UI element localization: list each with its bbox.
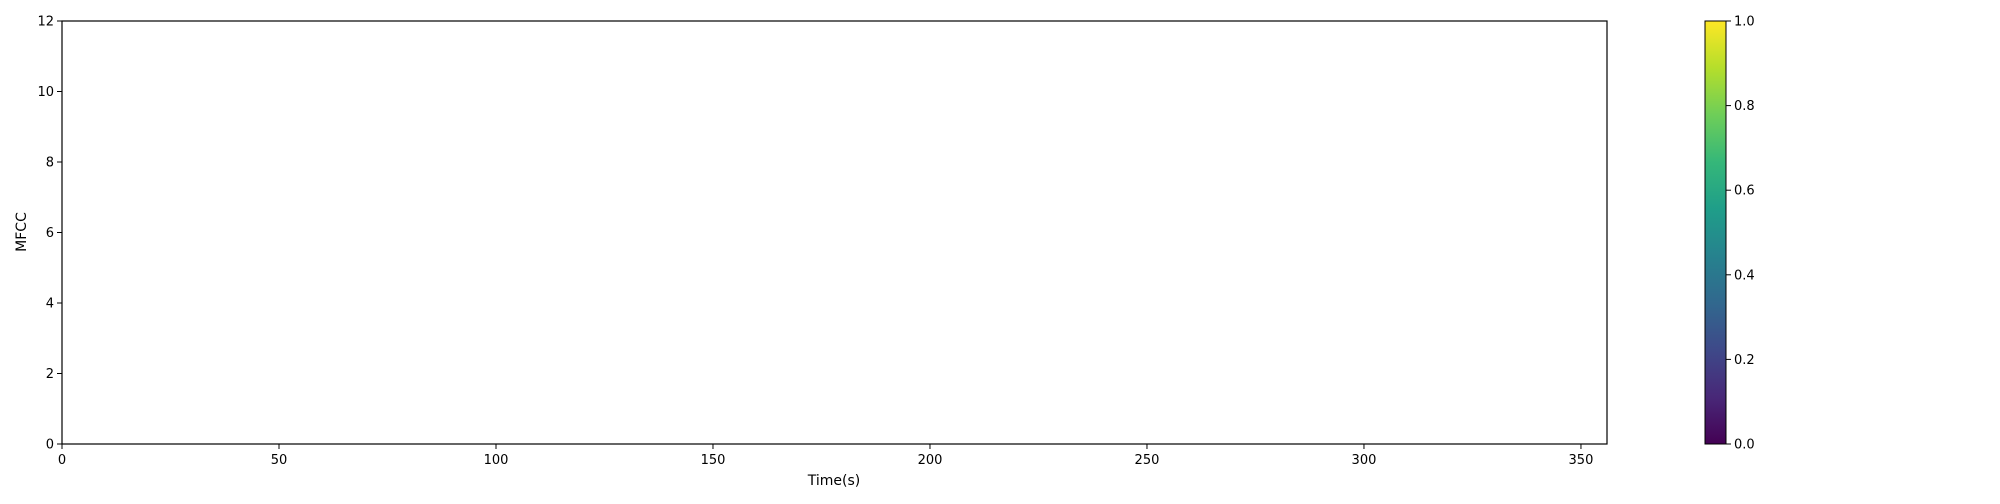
colorbar-gradient [1705, 21, 1726, 444]
colorbar-tick-label: 0.2 [1734, 353, 1755, 368]
y-axis: 0 2 4 6 8 10 12 [37, 15, 62, 453]
x-tick-label: 0 [58, 453, 66, 468]
colorbar-tick-label: 0.8 [1734, 99, 1755, 114]
y-axis-label: MFCC [14, 212, 30, 252]
x-tick-label: 300 [1352, 453, 1377, 468]
y-tick-label: 12 [37, 15, 54, 30]
colorbar: 0.0 0.2 0.4 0.6 0.8 1.0 [1704, 15, 1755, 453]
colorbar-tick-label: 0.0 [1734, 438, 1755, 453]
y-tick-label: 2 [46, 367, 54, 382]
colorbar-tick-label: 0.4 [1734, 268, 1755, 283]
x-axis: 0 50 100 150 200 250 300 350 [58, 444, 1594, 468]
x-tick-label: 250 [1135, 453, 1160, 468]
y-tick-label: 8 [46, 156, 54, 171]
colorbar-ticks: 0.0 0.2 0.4 0.6 0.8 1.0 [1726, 15, 1755, 453]
x-tick-label: 200 [918, 453, 943, 468]
plot-area [61, 20, 1608, 445]
plot-background [62, 21, 1607, 444]
y-tick-label: 0 [46, 438, 54, 453]
y-tick-label: 10 [37, 85, 54, 100]
x-axis-label: Time(s) [807, 473, 860, 489]
x-tick-label: 50 [271, 453, 288, 468]
colorbar-tick-label: 0.6 [1734, 184, 1755, 199]
x-tick-label: 150 [701, 453, 726, 468]
colorbar-tick-label: 1.0 [1734, 15, 1755, 30]
colorbar-frame [1704, 20, 1727, 445]
x-tick-label: 100 [484, 453, 509, 468]
x-tick-label: 350 [1569, 453, 1594, 468]
y-tick-label: 4 [46, 297, 54, 312]
y-tick-label: 6 [46, 226, 54, 241]
